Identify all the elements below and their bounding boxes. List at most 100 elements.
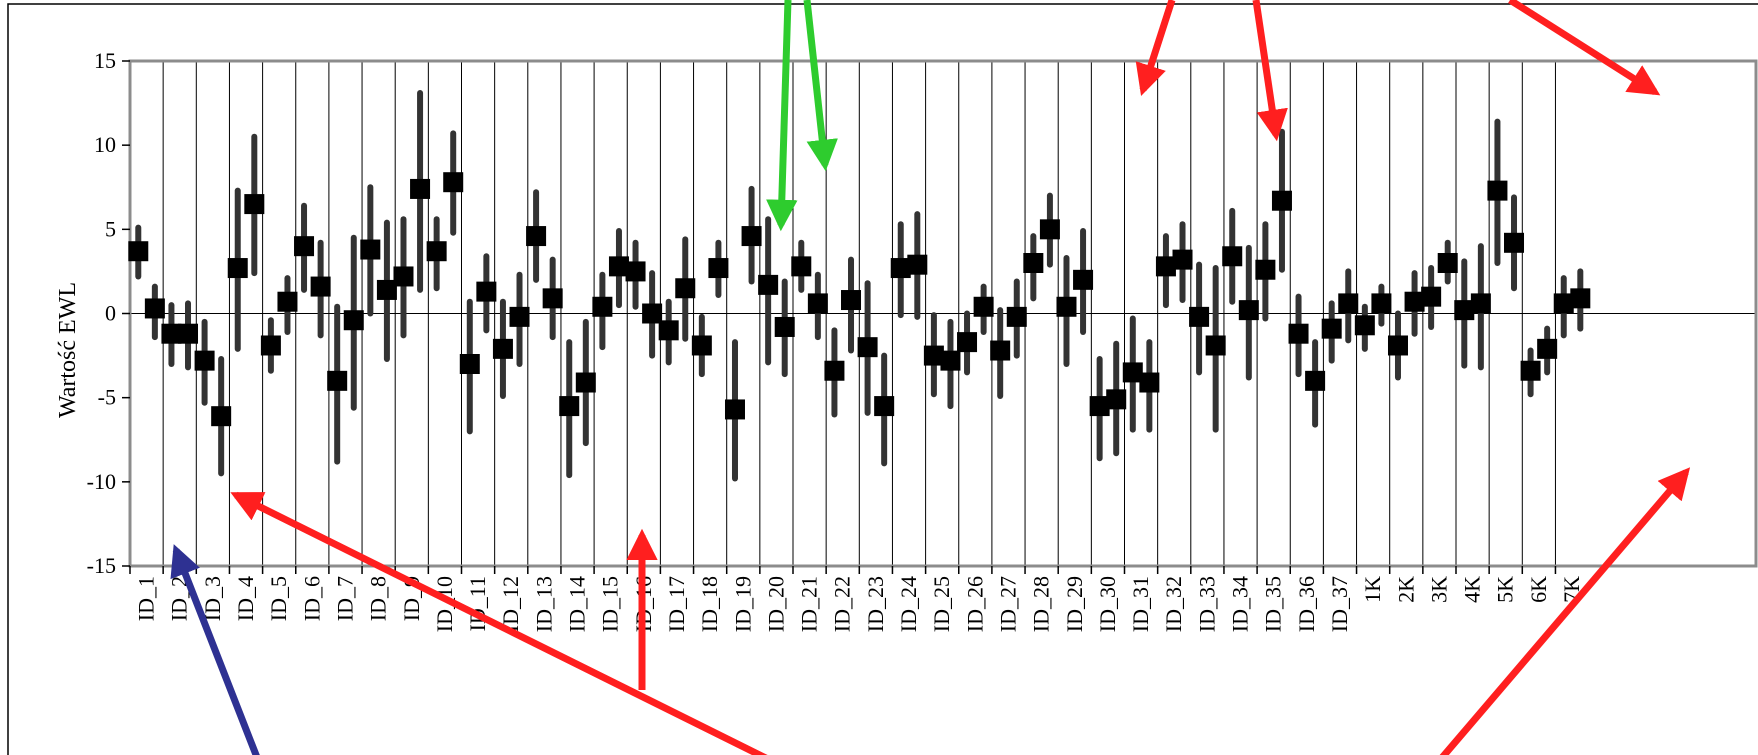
data-point-marker	[923, 345, 944, 366]
data-point-marker	[824, 360, 845, 381]
data-point-marker	[1520, 360, 1541, 381]
x-tick-label: ID_19	[730, 576, 755, 632]
data-point-marker	[227, 258, 248, 279]
x-tick-label: ID_28	[1029, 576, 1054, 632]
x-tick-label: ID_37	[1327, 576, 1352, 632]
data-point-marker	[642, 303, 663, 324]
x-tick-label: 6K	[1526, 576, 1551, 603]
data-point-marker	[1039, 219, 1060, 240]
data-point-marker	[1189, 306, 1210, 327]
data-point-marker	[675, 278, 696, 299]
data-point-marker	[492, 338, 513, 359]
x-tick-labels: ID_1 ID_2 ID_3 ID_4 ID_5 ID_6 ID_7 ID_8 ID_9 ID_1…	[134, 576, 1584, 632]
x-tick-label: 2K	[1393, 576, 1418, 603]
data-point-marker	[1354, 315, 1375, 336]
data-point-marker	[774, 316, 795, 337]
x-tick-label: ID_34	[1228, 576, 1253, 632]
data-point-marker	[940, 350, 961, 371]
data-point-marker	[426, 241, 447, 262]
data-point-marker	[1271, 190, 1292, 211]
arrow-green-id19	[803, 0, 838, 172]
data-point-marker	[509, 306, 530, 327]
data-point-marker	[1470, 293, 1491, 314]
data-point-marker	[1387, 335, 1408, 356]
y-tick-label: -5	[98, 385, 116, 410]
x-tick-label: ID_27	[995, 576, 1020, 632]
x-tick-label: ID_14	[565, 576, 590, 632]
data-point-marker	[1404, 291, 1425, 312]
data-point-marker	[691, 335, 712, 356]
outer-border	[7, 3, 1758, 755]
arrow-green-id18	[766, 0, 798, 232]
data-point-marker	[1338, 293, 1359, 314]
arrow-red-id32	[1252, 0, 1288, 142]
data-point-marker	[1537, 338, 1558, 359]
data-point-marker	[360, 239, 381, 260]
data-point-marker	[1288, 323, 1309, 344]
arrow-red-id28	[1135, 0, 1176, 96]
x-tick-label: ID_6	[299, 576, 324, 621]
data-point-marker	[575, 372, 596, 393]
y-axis-label: Wartość EWL	[55, 282, 81, 418]
data-point-marker	[1122, 362, 1143, 383]
data-point-marker	[1553, 293, 1574, 314]
x-tick-label: ID_8	[366, 576, 391, 621]
x-tick-label: ID_1	[134, 576, 159, 621]
data-point-marker	[376, 279, 397, 300]
data-point-marker	[1437, 253, 1458, 273]
data-point-marker	[277, 291, 298, 312]
x-tick-label: ID_17	[664, 576, 689, 632]
data-point-marker	[791, 256, 812, 277]
x-tick-label: ID_30	[1095, 576, 1120, 632]
data-point-marker	[260, 335, 281, 356]
data-point-marker	[957, 332, 978, 353]
data-point-marker	[1487, 180, 1508, 201]
data-point-marker	[178, 323, 199, 344]
y-tick-label: -15	[87, 553, 116, 578]
x-tick-label: ID_18	[697, 576, 722, 632]
annotation-arrows	[170, 0, 1691, 755]
data-point-marker	[410, 178, 431, 199]
x-tick-label: ID_21	[797, 576, 822, 632]
x-tick-label: ID_22	[830, 576, 855, 632]
data-point-marker	[542, 288, 563, 309]
data-point-marker	[1504, 232, 1525, 253]
data-point-marker	[211, 406, 232, 427]
x-tick-label: ID_24	[896, 576, 921, 632]
data-point-marker	[1089, 396, 1110, 417]
x-tick-label: ID_29	[1062, 576, 1087, 632]
data-point-marker	[559, 396, 580, 417]
data-point-marker	[1139, 372, 1160, 393]
data-point-marker	[807, 293, 828, 314]
x-tick-label: ID_4	[233, 576, 258, 621]
x-tick-label: ID_33	[1194, 576, 1219, 632]
data-point-marker	[1371, 293, 1392, 314]
x-tick-label: ID_13	[531, 576, 556, 632]
data-point-marker	[1106, 389, 1127, 410]
data-point-marker	[890, 258, 911, 279]
data-point-marker	[1305, 370, 1326, 391]
y-tick-label: 0	[105, 301, 116, 326]
data-point-marker	[841, 290, 862, 311]
x-tick-label: ID_35	[1261, 576, 1286, 632]
data-point-marker	[244, 194, 265, 215]
data-point-marker	[327, 370, 348, 391]
data-point-marker	[741, 226, 762, 247]
x-tick-label: ID_23	[863, 576, 888, 632]
x-tick-label: ID_20	[763, 576, 788, 632]
y-tick-label: 10	[94, 132, 116, 157]
data-point-marker	[1023, 253, 1044, 273]
data-point-marker	[658, 320, 679, 341]
data-point-marker	[1172, 249, 1193, 270]
data-point-marker	[708, 258, 729, 279]
data-point-marker	[724, 399, 745, 420]
data-point-marker	[990, 340, 1011, 361]
data-point-marker	[608, 256, 629, 277]
data-point-marker	[128, 241, 149, 262]
data-point-marker	[1205, 335, 1226, 356]
data-point-marker	[973, 296, 994, 317]
markers-layer	[128, 172, 1591, 427]
x-tick-label: 3K	[1426, 576, 1451, 603]
data-point-marker	[443, 172, 464, 193]
